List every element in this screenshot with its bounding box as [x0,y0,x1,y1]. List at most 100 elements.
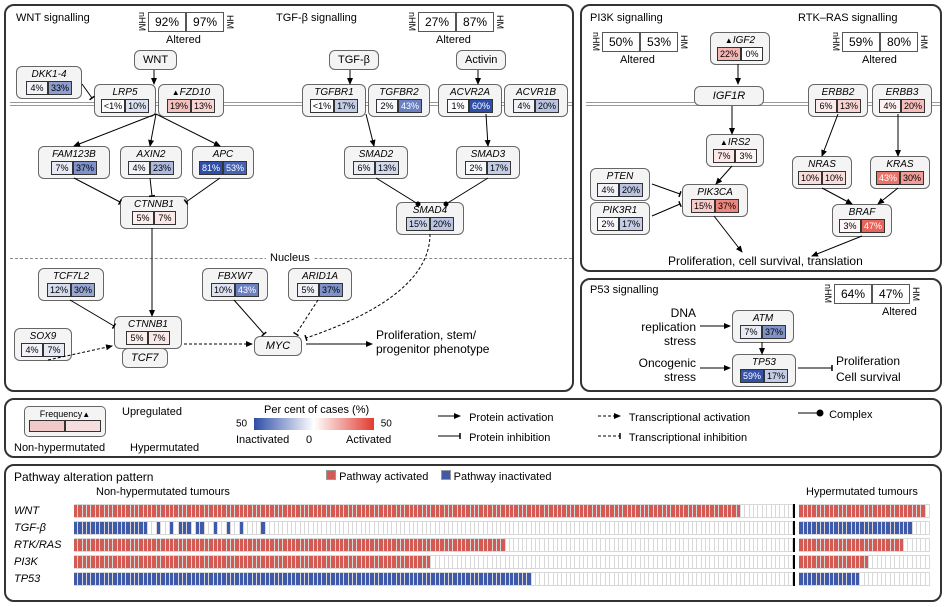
prot-act-label: Protein activation [469,412,553,424]
rtk-altered: nHM 59% 80% HM [830,32,930,52]
wnt-nhm-pct: 92% [148,12,186,32]
gene-tgfbr2: TGFBR22%43% [368,84,430,117]
upregulated-label: Upregulated [122,406,182,418]
prolif-surv-text: Proliferation, cell survival, translatio… [668,254,863,268]
gene-smad4: SMAD415%20% [396,202,464,235]
gene-axin2: AXIN24%23% [120,146,182,179]
gene-igf2: ▲IGF222%0% [710,32,770,65]
gene-arid1a: ARID1A5%37% [288,268,352,301]
gene-acvr1b: ACVR1B4%20% [504,84,568,117]
hm-label: HM [910,287,922,301]
grad-mid: 0 [306,434,312,446]
nhm-label: nHM [406,12,418,31]
rtk-altered-label: Altered [862,54,897,66]
gene-tcf7: TCF7 [122,348,168,368]
prolif-stem-text: Proliferation, stem/ progenitor phenotyp… [376,328,556,356]
gene-smad2: SMAD26%13% [344,146,408,179]
legend-inact: Pathway inactivated [454,471,552,483]
prot-inh-label: Protein inhibition [469,432,550,444]
gene-myc: MYC [254,336,302,356]
color-gradient: 50 50 [236,418,392,430]
hyper-label: Hypermutated [130,442,199,454]
pi3k-nhm-pct: 50% [602,32,640,52]
gene-kras: KRAS43%30% [870,156,930,189]
heatmap-row-label: PI3K [14,556,74,568]
pi3k-altered-label: Altered [620,54,655,66]
p53-nhm-pct: 64% [834,284,872,304]
gene-erbb2: ERBB26%13% [808,84,868,117]
freq-label: Frequency [40,409,83,419]
gene-tcf7l2: TCF7L212%30% [38,268,104,301]
gene-pik3ca: PIK3CA15%37% [682,184,748,217]
gene-apc: APC81%53% [192,146,254,179]
rtk-hm-pct: 80% [880,32,918,52]
heatmap-row-label: TGF-β [14,522,74,534]
grad-left: 50 [236,419,247,430]
nhm-label: nHM [136,12,148,31]
rtk-title: RTK–RAS signalling [798,12,897,24]
activin-ligand: Activin [456,50,506,70]
heatmap-row-label: WNT [14,505,74,517]
panel-legend: Frequency▲ Upregulated Non-hypermutated … [4,398,942,458]
complex-legend: Complex [796,408,872,421]
grad-inact: Inactivated [236,434,289,446]
freq-example: Frequency▲ [24,406,106,437]
col-group-a: Non-hypermutated tumours [96,486,230,498]
surv-text: Cell survival [836,370,901,384]
prolif-text: Proliferation [836,354,900,368]
nucleus-label: Nucleus [266,252,314,264]
heatmap-title: Pathway alteration pattern [14,470,153,484]
tgfb-hm-pct: 87% [456,12,494,32]
gene-lrp5: LRP5<1%10% [94,84,156,117]
pi3k-altered: nHM 50% 53% HM [590,32,690,52]
hm-label: HM [918,35,930,49]
p53-title: P53 signalling [590,284,659,296]
nhm-label: nHM [830,32,842,51]
nonhyper-label: Non-hypermutated [14,442,105,454]
col-group-b: Hypermutated tumours [806,486,918,498]
grad-act: Activated [346,434,391,446]
gene-acvr2a: ACVR2A1%60% [438,84,502,117]
heatmap-row-label: TP53 [14,573,74,585]
gene-fzd10: ▲FZD1019%13% [158,84,224,117]
tgfb-ligand: TGF-β [329,50,379,70]
gene-tp53: TP5359%17% [732,354,796,387]
panel-heatmap: Pathway alteration pattern Pathway activ… [4,464,942,602]
legend-act: Pathway activated [339,471,428,483]
pi3k-title: PI3K signalling [590,12,663,24]
arrow-legend: Protein activation Protein inhibition [436,408,553,448]
heatmap-rows: WNT TGF-β RTK/RAS PI3K TP53 [14,502,932,587]
gene-sox9: SOX94%7% [14,328,72,361]
wnt-altered-label: Altered [166,34,201,46]
nhm-label: nHM [822,284,834,303]
gene-nras: NRAS10%10% [792,156,852,189]
heatmap-row-label: RTK/RAS [14,539,74,551]
arrow-legend-2: Transcriptional activation Transcription… [596,408,750,448]
triangle-icon: ▲ [82,410,90,419]
tgfb-nhm-pct: 27% [418,12,456,32]
trans-act-label: Transcriptional activation [629,412,750,424]
onco-stress-text: Oncogenic stress [616,356,696,384]
hm-label: HM [678,35,690,49]
gene-pten: PTEN4%20% [590,168,650,201]
wnt-title: WNT signalling [16,12,90,24]
p53-altered-label: Altered [882,306,917,318]
gene-dkk: DKK1-44%33% [16,66,82,99]
hm-label: HM [494,15,506,29]
p53-hm-pct: 47% [872,284,910,304]
gene-atm: ATM7%37% [732,310,794,343]
gene-smad3: SMAD32%17% [456,146,520,179]
pi3k-hm-pct: 53% [640,32,678,52]
tgfb-title: TGF-β signalling [276,12,357,24]
rtk-nhm-pct: 59% [842,32,880,52]
dna-stress-text: DNA replication stress [616,306,696,348]
gene-fam123b: FAM123B7%37% [38,146,110,179]
nhm-label: nHM [590,32,602,51]
tgfb-altered: nHM 27% 87% HM [406,12,506,32]
complex-label: Complex [829,409,872,421]
gene-pik3r1: PIK3R12%17% [590,202,650,235]
panel-p53: P53 signalling nHM 64% 47% HM Altered DN… [580,278,942,392]
hm-label: HM [224,15,236,29]
gene-erbb3: ERBB34%20% [872,84,932,117]
gene-igf1r: IGF1R [694,86,764,106]
